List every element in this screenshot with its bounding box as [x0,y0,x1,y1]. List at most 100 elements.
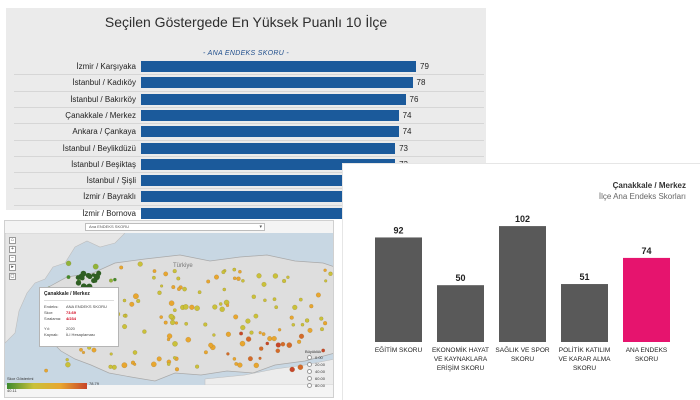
district-dot[interactable] [234,362,239,366]
district-dot[interactable] [151,361,157,367]
district-dot[interactable] [280,341,286,347]
district-dot[interactable] [226,352,230,356]
district-dot[interactable] [133,293,139,300]
ranking-bar[interactable] [141,191,392,203]
ranking-bar[interactable] [141,61,416,72]
district-dot[interactable] [184,322,189,326]
district-dot[interactable] [159,315,163,319]
district-dot[interactable] [119,265,124,270]
district-dot[interactable] [245,318,251,324]
district-dot[interactable] [113,277,117,282]
district-dot[interactable] [142,329,147,334]
district-dot[interactable] [271,336,277,342]
district-dot[interactable] [316,292,321,298]
district-dot[interactable] [251,294,256,299]
district-dot[interactable] [75,280,82,286]
district-dot[interactable] [137,261,143,267]
district-dot[interactable] [85,273,91,278]
district-dot[interactable] [297,364,304,370]
zoom-out-icon[interactable]: − [9,255,16,262]
ranking-bar[interactable] [141,142,396,154]
district-dot[interactable] [152,269,157,273]
district-dot[interactable] [232,357,237,361]
district-dot[interactable] [172,341,178,347]
ranking-row[interactable]: İstanbul / Bakırköy 76 [6,93,486,106]
district-dot[interactable] [323,321,328,326]
district-dot[interactable] [298,297,303,302]
district-dot[interactable] [194,305,200,311]
district-dot[interactable] [156,356,162,362]
district-dot[interactable] [65,362,71,368]
district-dot[interactable] [136,298,141,303]
district-dot[interactable] [275,342,281,348]
district-dot[interactable] [166,337,171,342]
district-dot[interactable] [78,273,85,280]
zoom-in-icon[interactable]: + [9,246,16,253]
district-dot[interactable] [323,268,327,272]
district-dot[interactable] [183,304,189,310]
score-bar[interactable] [375,237,422,342]
district-dot[interactable] [109,352,113,356]
district-dot[interactable] [225,303,230,308]
district-dot[interactable] [307,327,313,333]
district-dot[interactable] [185,336,191,343]
district-dot[interactable] [182,286,187,292]
district-dot[interactable] [172,269,177,274]
district-dot[interactable] [92,263,99,270]
district-dot[interactable] [122,324,127,329]
indicator-select[interactable]: Ana ENDEKS SKORU ▾ [85,223,265,231]
district-dot[interactable] [240,325,246,331]
district-dot[interactable] [212,304,218,310]
district-dot[interactable] [319,316,324,321]
district-dot[interactable] [219,306,225,312]
district-dot[interactable] [122,314,127,318]
ranking-bar[interactable] [141,175,392,187]
district-dot[interactable] [166,362,171,366]
district-dot[interactable] [259,346,264,351]
district-dot[interactable] [171,285,176,289]
district-dot[interactable] [65,358,69,362]
district-dot[interactable] [109,278,113,283]
district-dot[interactable] [133,362,137,366]
pin-icon[interactable]: ▸ [9,264,16,271]
district-dot[interactable] [157,290,162,295]
district-dot[interactable] [289,366,295,373]
district-dot[interactable] [328,271,333,276]
district-dot[interactable] [66,275,71,279]
district-dot[interactable] [174,321,178,325]
district-dot[interactable] [111,364,117,370]
district-dot[interactable] [121,362,128,369]
district-dot[interactable] [289,315,294,320]
district-dot[interactable] [282,278,287,283]
district-dot[interactable] [321,348,326,353]
district-dot[interactable] [203,322,208,327]
district-dot[interactable] [249,330,254,335]
district-dot[interactable] [175,367,180,372]
ranking-bar[interactable] [141,126,399,138]
ranking-row[interactable]: İstanbul / Kadıköy 78 [6,76,486,89]
district-dot[interactable] [299,333,305,339]
district-dot[interactable] [173,356,177,360]
district-dot[interactable] [218,302,223,306]
ranking-row[interactable]: Çanakkale / Merkez 74 [6,109,486,122]
district-dot[interactable] [79,348,83,352]
district-dot[interactable] [239,331,244,336]
district-dot[interactable] [272,273,278,279]
district-dot[interactable] [239,340,246,347]
district-dot[interactable] [232,267,237,272]
district-dot[interactable] [309,304,314,309]
district-dot[interactable] [247,356,253,362]
district-dot[interactable] [91,347,97,353]
district-dot[interactable] [189,304,195,310]
district-dot[interactable] [320,327,324,332]
district-dot[interactable] [275,348,280,354]
district-dot[interactable] [261,332,266,336]
district-dot[interactable] [108,364,113,369]
district-dot[interactable] [274,305,279,310]
ranking-bar[interactable] [141,158,396,170]
district-dot[interactable] [160,284,164,288]
district-dot[interactable] [129,301,135,307]
district-dot[interactable] [163,271,169,277]
ranking-bar[interactable] [141,109,399,121]
district-dot[interactable] [292,304,298,310]
